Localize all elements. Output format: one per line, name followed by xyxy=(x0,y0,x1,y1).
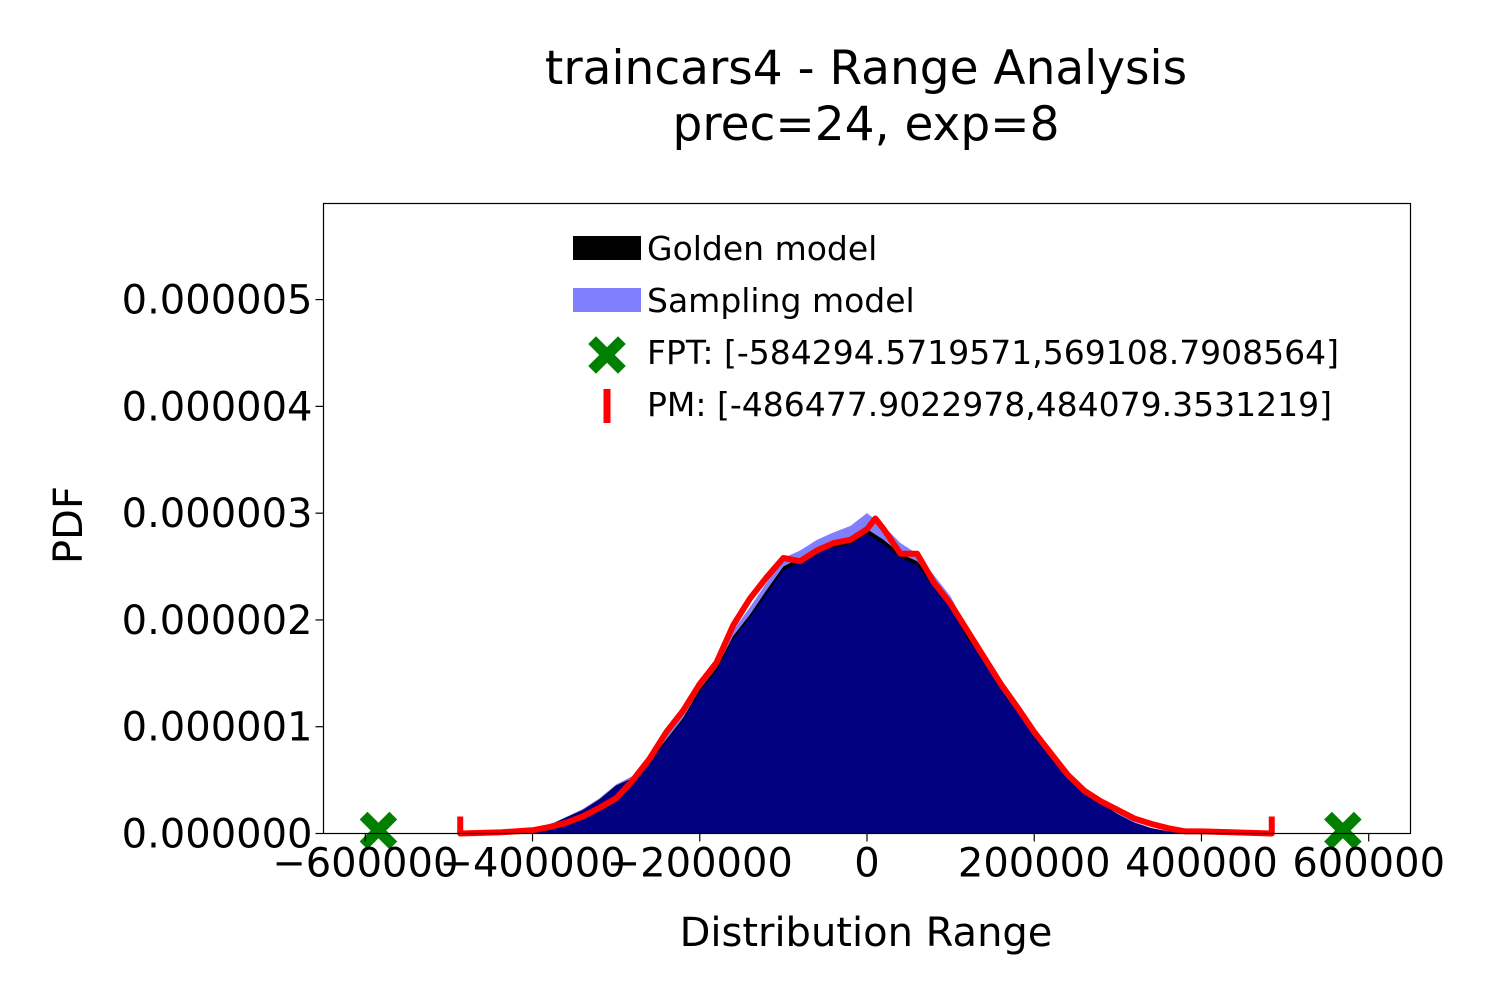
x-tick-label: 0 xyxy=(854,841,879,887)
chart-title-line-1: traincars4 - Range Analysis xyxy=(545,41,1187,96)
legend-item-fpt: FPT: [-584294.5719571,569108.7908564] xyxy=(588,333,1339,374)
sampling-model-swatch xyxy=(573,288,641,312)
legend-label: Sampling model xyxy=(647,281,915,320)
y-axis-label: PDF xyxy=(46,486,92,564)
y-tick-label: 0.000000 xyxy=(122,812,313,858)
pm-curve xyxy=(457,515,1275,837)
x-tick-label: 600000 xyxy=(1292,841,1445,887)
x-axis: −600000−400000−200000 0 200000 400000 600000 xyxy=(272,833,1445,887)
plot-area xyxy=(359,513,1362,850)
legend-label: PM: [-486477.9022978,484079.3531219] xyxy=(647,385,1332,424)
y-axis: 0.000000 0.000001 0.000002 0.000003 0.000004… xyxy=(122,278,324,858)
x-axis-label: Distribution Range xyxy=(680,910,1053,956)
x-tick-label: −600000 xyxy=(272,841,458,887)
legend-label: FPT: [-584294.5719571,569108.7908564] xyxy=(647,333,1339,372)
y-tick-label: 0.000002 xyxy=(122,598,313,644)
x-tick-label: 400000 xyxy=(1125,841,1278,887)
legend-item-pm: PM: [-486477.9022978,484079.3531219] xyxy=(603,385,1332,424)
x-tick-label: 200000 xyxy=(958,841,1111,887)
overlap-area xyxy=(515,533,1202,834)
legend-label: Golden model xyxy=(647,229,877,268)
golden-model-swatch xyxy=(573,236,641,260)
fpt-lower-marker xyxy=(359,811,398,850)
legend: Golden model Sampling model FPT: [-584294.… xyxy=(573,229,1339,424)
legend-item-sampling: Sampling model xyxy=(573,281,915,320)
y-tick-label: 0.000004 xyxy=(122,384,313,430)
chart-title-line-2: prec=24, exp=8 xyxy=(673,97,1060,152)
y-tick-label: 0.000003 xyxy=(122,491,313,537)
x-tick-label: −400000 xyxy=(439,841,625,887)
fpt-upper-marker xyxy=(1324,811,1362,850)
x-tick-label: −200000 xyxy=(607,841,793,887)
y-tick-label: 0.000001 xyxy=(122,705,313,751)
legend-item-golden: Golden model xyxy=(573,229,877,268)
fpt-legend-marker xyxy=(588,336,626,374)
y-tick-label: 0.000005 xyxy=(122,278,313,324)
